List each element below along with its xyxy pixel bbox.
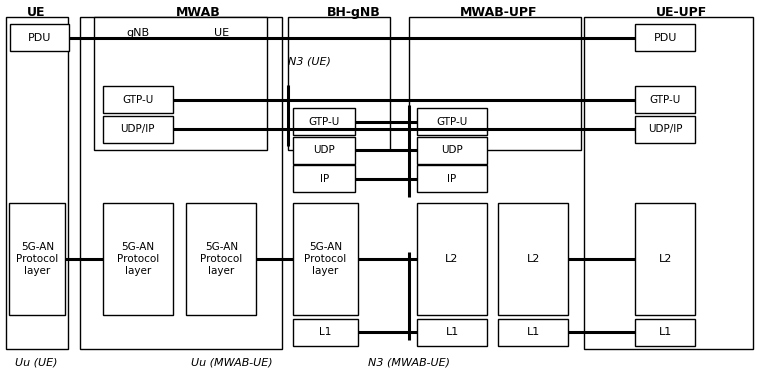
Text: PDU: PDU [654, 33, 677, 43]
FancyBboxPatch shape [635, 203, 695, 315]
FancyBboxPatch shape [635, 319, 695, 346]
Text: UDP/IP: UDP/IP [120, 125, 155, 134]
FancyBboxPatch shape [186, 203, 256, 315]
Text: UE: UE [27, 6, 46, 20]
Text: 5G-AN
Protocol
layer: 5G-AN Protocol layer [200, 242, 243, 276]
Text: MWAB-UPF: MWAB-UPF [460, 6, 537, 20]
Text: IP: IP [320, 174, 329, 184]
Text: UE: UE [214, 29, 229, 38]
FancyBboxPatch shape [417, 108, 487, 135]
FancyBboxPatch shape [293, 108, 355, 135]
FancyBboxPatch shape [6, 17, 68, 349]
FancyBboxPatch shape [417, 203, 487, 315]
Text: GTP-U: GTP-U [436, 117, 468, 127]
FancyBboxPatch shape [635, 86, 695, 113]
FancyBboxPatch shape [103, 86, 173, 113]
FancyBboxPatch shape [94, 17, 267, 150]
Text: L2: L2 [527, 254, 540, 264]
FancyBboxPatch shape [293, 137, 355, 164]
Text: L1: L1 [319, 328, 332, 337]
FancyBboxPatch shape [417, 137, 487, 164]
FancyBboxPatch shape [498, 319, 568, 346]
FancyBboxPatch shape [288, 17, 390, 150]
Text: 5G-AN
Protocol
layer: 5G-AN Protocol layer [116, 242, 159, 276]
Text: L2: L2 [658, 254, 672, 264]
FancyBboxPatch shape [293, 319, 358, 346]
Text: N3 (UE): N3 (UE) [288, 56, 330, 66]
Text: N3 (MWAB-UE): N3 (MWAB-UE) [368, 358, 450, 368]
Text: UDP/IP: UDP/IP [648, 125, 683, 134]
Text: 5G-AN
Protocol
layer: 5G-AN Protocol layer [304, 242, 346, 276]
FancyBboxPatch shape [498, 203, 568, 315]
FancyBboxPatch shape [635, 116, 695, 143]
FancyBboxPatch shape [293, 165, 355, 192]
Text: L1: L1 [445, 328, 459, 337]
FancyBboxPatch shape [409, 17, 581, 150]
FancyBboxPatch shape [584, 17, 753, 349]
Text: 5G-AN
Protocol
layer: 5G-AN Protocol layer [16, 242, 59, 276]
Text: UDP: UDP [314, 145, 335, 155]
Text: BH-gNB: BH-gNB [327, 6, 380, 20]
FancyBboxPatch shape [417, 165, 487, 192]
FancyBboxPatch shape [103, 116, 173, 143]
Text: gNB: gNB [126, 29, 149, 38]
Text: UDP: UDP [441, 145, 463, 155]
Text: IP: IP [447, 174, 457, 184]
Text: Uu (MWAB-UE): Uu (MWAB-UE) [191, 358, 273, 368]
FancyBboxPatch shape [417, 319, 487, 346]
Text: Uu (UE): Uu (UE) [15, 358, 58, 368]
Text: UE-UPF: UE-UPF [655, 6, 707, 20]
Text: GTP-U: GTP-U [308, 117, 340, 127]
Text: GTP-U: GTP-U [122, 95, 154, 105]
Text: MWAB: MWAB [176, 6, 220, 20]
FancyBboxPatch shape [10, 24, 69, 51]
Text: L1: L1 [527, 328, 540, 337]
FancyBboxPatch shape [80, 17, 282, 349]
Text: L2: L2 [445, 254, 459, 264]
FancyBboxPatch shape [9, 203, 65, 315]
Text: PDU: PDU [28, 33, 51, 43]
Text: L1: L1 [658, 328, 672, 337]
Text: GTP-U: GTP-U [650, 95, 681, 105]
FancyBboxPatch shape [103, 203, 173, 315]
FancyBboxPatch shape [635, 24, 695, 51]
FancyBboxPatch shape [293, 203, 358, 315]
